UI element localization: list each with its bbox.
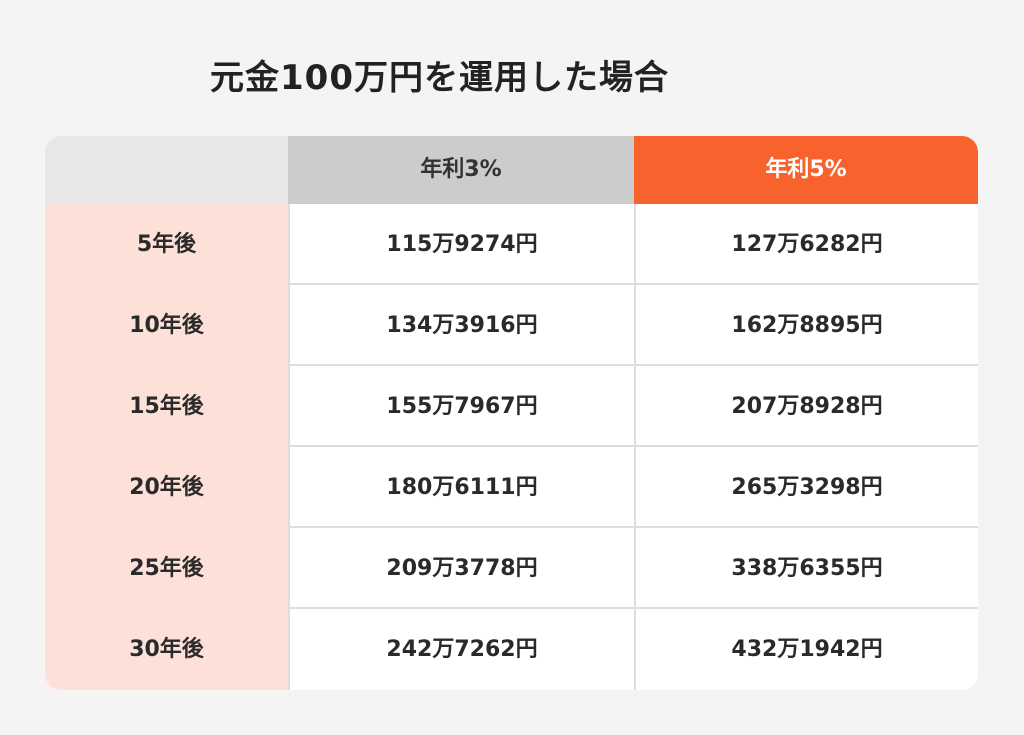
value-cell-3-percent: 209万3778円 <box>288 528 634 609</box>
row-label-cell: 25年後 <box>45 528 288 609</box>
value-cell-3-percent: 180万6111円 <box>288 447 634 528</box>
table-row: 5年後 115万9274円 127万6282円 <box>45 204 978 285</box>
table-row: 25年後 209万3778円 338万6355円 <box>45 528 978 609</box>
value-cell-5-percent: 207万8928円 <box>634 366 978 447</box>
table-body: 5年後 115万9274円 127万6282円 10年後 134万3916円 162万88… <box>45 204 978 690</box>
row-label-cell: 10年後 <box>45 285 288 366</box>
value-cell-3-percent: 134万3916円 <box>288 285 634 366</box>
row-divider <box>288 283 978 285</box>
row-label-cell: 30年後 <box>45 609 288 690</box>
table-header-row: 年利3% 年利5% <box>45 136 978 204</box>
value-cell-5-percent: 162万8895円 <box>634 285 978 366</box>
table-row: 30年後 242万7262円 432万1942円 <box>45 609 978 690</box>
value-cell-3-percent: 155万7967円 <box>288 366 634 447</box>
value-cell-5-percent: 265万3298円 <box>634 447 978 528</box>
header-corner-cell <box>45 136 288 204</box>
value-cell-5-percent: 338万6355円 <box>634 528 978 609</box>
value-cell-5-percent: 127万6282円 <box>634 204 978 285</box>
table-row: 15年後 155万7967円 207万8928円 <box>45 366 978 447</box>
row-divider <box>288 445 978 447</box>
value-cell-3-percent: 242万7262円 <box>288 609 634 690</box>
table-row: 10年後 134万3916円 162万8895円 <box>45 285 978 366</box>
row-divider <box>288 607 978 609</box>
table-row: 20年後 180万6111円 265万3298円 <box>45 447 978 528</box>
row-label-cell: 15年後 <box>45 366 288 447</box>
row-divider <box>288 526 978 528</box>
value-cell-3-percent: 115万9274円 <box>288 204 634 285</box>
page-title: 元金100万円を運用した場合 <box>210 58 669 98</box>
row-label-cell: 20年後 <box>45 447 288 528</box>
header-rate-3-percent: 年利3% <box>288 136 634 204</box>
header-rate-5-percent: 年利5% <box>634 136 978 204</box>
row-label-cell: 5年後 <box>45 204 288 285</box>
comparison-table: 年利3% 年利5% 5年後 115万9274円 127万6282円 10年後 134万3… <box>45 136 978 690</box>
value-cell-5-percent: 432万1942円 <box>634 609 978 690</box>
row-divider <box>288 364 978 366</box>
